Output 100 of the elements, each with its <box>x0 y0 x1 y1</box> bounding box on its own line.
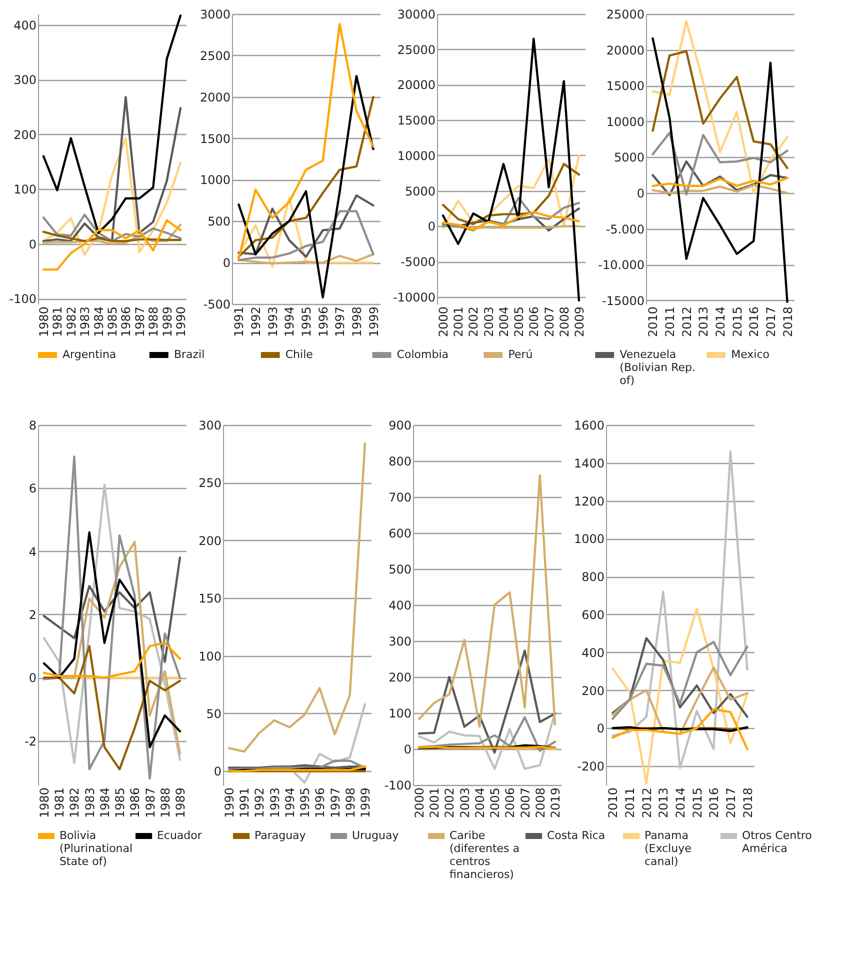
x-tick-label: 2006 <box>503 788 518 818</box>
line-series <box>42 14 182 234</box>
legend-label: Brazil <box>174 348 205 361</box>
legend-label: Venezuela (Bolivian Rep. of) <box>620 348 696 387</box>
y-tick-label: 1000 <box>200 173 230 188</box>
line-series <box>652 37 788 303</box>
legend-label: Uruguay <box>352 829 400 842</box>
x-tick-label: 1991 <box>232 306 246 338</box>
x-tick-label: 1998 <box>350 306 364 338</box>
x-tick-label: 2004 <box>496 306 511 338</box>
x-tick-label: 2014 <box>714 306 728 338</box>
y-tick-label: 250 <box>198 476 222 490</box>
y-tick-label: 5000 <box>404 184 436 198</box>
line-series <box>238 196 374 268</box>
x-tick-label: 2002 <box>466 306 481 338</box>
y-tick-label: 200 <box>582 684 604 698</box>
x-tick-label: 2001 <box>428 788 442 818</box>
line-series <box>42 230 182 242</box>
x-tick-label: 2008 <box>557 306 572 338</box>
x-tick-label: 1999 <box>358 788 372 818</box>
y-tick-label: -500 <box>203 298 230 312</box>
y-tick-label: 500 <box>208 214 230 229</box>
x-tick-label: 1994 <box>282 788 297 818</box>
y-tick-label: 1600 <box>574 418 604 432</box>
legend-label: Ecuador <box>156 829 202 842</box>
legend-label: Panama (Excluye canal) <box>644 829 692 868</box>
y-tick-label: 0 <box>428 220 436 234</box>
x-tick-label: 2002 <box>442 788 457 818</box>
x-tick-label: 1989 <box>173 788 188 818</box>
legend-label: Bolivia (Plurinational State of) <box>59 829 133 868</box>
x-tick-label: 2006 <box>527 306 542 338</box>
x-tick-label: 1993 <box>268 788 282 818</box>
x-tick-label: 2007 <box>518 788 532 818</box>
x-tick-label: 2016 <box>747 306 762 338</box>
line-series <box>442 162 580 226</box>
x-tick-label: 2003 <box>482 306 496 338</box>
x-tick-label: 1989 <box>160 306 174 338</box>
y-tick-label: 150 <box>198 592 222 606</box>
legend-label: Colombia <box>396 348 449 361</box>
x-tick-label: 2011 <box>623 788 638 818</box>
y-tick-label: 300 <box>14 73 36 88</box>
x-tick-label: 1984 <box>98 788 112 818</box>
y-tick-label: -5.000 <box>606 222 644 236</box>
y-tick-label: -10.000 <box>598 258 644 272</box>
y-tick-label: 0 <box>636 186 644 201</box>
x-tick-label: 2004 <box>472 788 487 818</box>
legend-label: Caribe (diferentes a centros financieros) <box>449 829 520 881</box>
legend-label: Perú <box>508 348 533 361</box>
y-tick-label: 5000 <box>614 150 644 165</box>
x-tick-label: 1983 <box>82 788 97 818</box>
x-tick-label: 2005 <box>488 788 502 818</box>
x-tick-label: 1990 <box>174 306 188 338</box>
y-tick-label: 20000 <box>606 43 644 58</box>
line-series <box>42 642 182 679</box>
line-series <box>42 224 182 245</box>
x-tick-label: 1993 <box>266 306 280 338</box>
line-series <box>42 214 182 242</box>
y-tick-label: 1000 <box>574 532 604 546</box>
y-tick-label: 15000 <box>606 79 644 94</box>
line-series <box>612 608 748 784</box>
x-tick-label: 2013 <box>656 788 671 818</box>
x-tick-label: 1987 <box>143 788 158 818</box>
y-tick-label: 500 <box>388 562 412 576</box>
y-tick-label: -200 <box>577 760 604 774</box>
x-tick-label: 1992 <box>249 306 264 338</box>
x-tick-label: 1997 <box>328 788 342 818</box>
y-tick-label: 8 <box>28 418 36 432</box>
x-tick-label: 2016 <box>707 788 722 818</box>
x-tick-label: 1981 <box>52 788 67 818</box>
y-tick-label: 400 <box>388 598 412 612</box>
x-tick-label: 2017 <box>724 788 738 818</box>
x-tick-label: 1980 <box>38 788 52 818</box>
line-series <box>418 474 556 728</box>
legend-label: Otros Centro América <box>742 829 812 855</box>
x-tick-label: 1999 <box>366 306 381 338</box>
x-tick-label: 1981 <box>50 306 65 338</box>
line-series <box>612 666 748 735</box>
x-tick-label: 1991 <box>238 788 252 818</box>
y-tick-label: 0 <box>214 764 222 779</box>
y-tick-label: 0 <box>404 742 412 756</box>
legend-label: Argentina <box>62 348 116 361</box>
x-tick-label: 2018 <box>780 306 795 338</box>
line-series <box>238 22 374 260</box>
y-tick-label: 10000 <box>606 114 644 129</box>
y-tick-label: 1200 <box>574 494 604 508</box>
x-tick-label: 2015 <box>690 788 704 818</box>
y-tick-label: 10000 <box>397 148 436 163</box>
y-tick-label: 50 <box>206 706 222 721</box>
x-tick-label: 1985 <box>113 788 128 818</box>
y-tick-label: 25000 <box>397 42 436 57</box>
x-tick-label: 1988 <box>158 788 172 818</box>
x-tick-label: 1995 <box>298 788 312 818</box>
y-tick-label: 15000 <box>397 114 436 128</box>
x-tick-label: 1994 <box>282 306 297 338</box>
x-tick-label: 1984 <box>92 306 106 338</box>
x-tick-label: 2019 <box>548 788 562 818</box>
x-tick-label: 2005 <box>512 306 526 338</box>
x-tick-label: 1997 <box>333 306 348 338</box>
x-tick-label: 1995 <box>300 306 314 338</box>
line-series <box>42 556 182 663</box>
